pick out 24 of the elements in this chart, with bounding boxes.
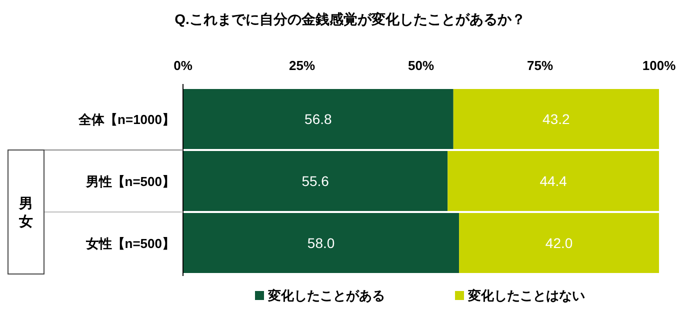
bar bbox=[459, 213, 659, 273]
text: 男女 bbox=[18, 195, 33, 229]
data-label: 55.6 bbox=[302, 173, 330, 189]
y-tick-label: 全体【n=1000】 bbox=[78, 112, 175, 127]
bar bbox=[448, 151, 659, 211]
bar bbox=[183, 151, 448, 211]
data-label: 44.4 bbox=[540, 173, 568, 189]
chart-title: Q.これまでに自分の金銭感覚が変化したことがあるか？ bbox=[174, 11, 526, 27]
data-label: 56.8 bbox=[304, 111, 332, 127]
y-tick-label: 女性【n=500】 bbox=[84, 236, 175, 251]
x-tick-label: 50% bbox=[408, 58, 434, 73]
bar bbox=[183, 213, 460, 273]
legend-label: 変化したことがある bbox=[267, 288, 385, 303]
y-tick-label: 男性【n=500】 bbox=[84, 174, 175, 189]
data-label: 43.2 bbox=[542, 111, 570, 127]
legend-label: 変化したことはない bbox=[467, 288, 585, 303]
x-tick-label: 25% bbox=[288, 58, 316, 73]
data-label: 42.0 bbox=[545, 235, 573, 251]
x-tick-label: 75% bbox=[526, 58, 554, 73]
x-tick-label: 100% bbox=[642, 58, 676, 73]
bar bbox=[183, 89, 454, 149]
data-label: 58.0 bbox=[307, 235, 335, 251]
bar bbox=[453, 89, 659, 149]
x-tick-label: 0% bbox=[174, 58, 193, 73]
